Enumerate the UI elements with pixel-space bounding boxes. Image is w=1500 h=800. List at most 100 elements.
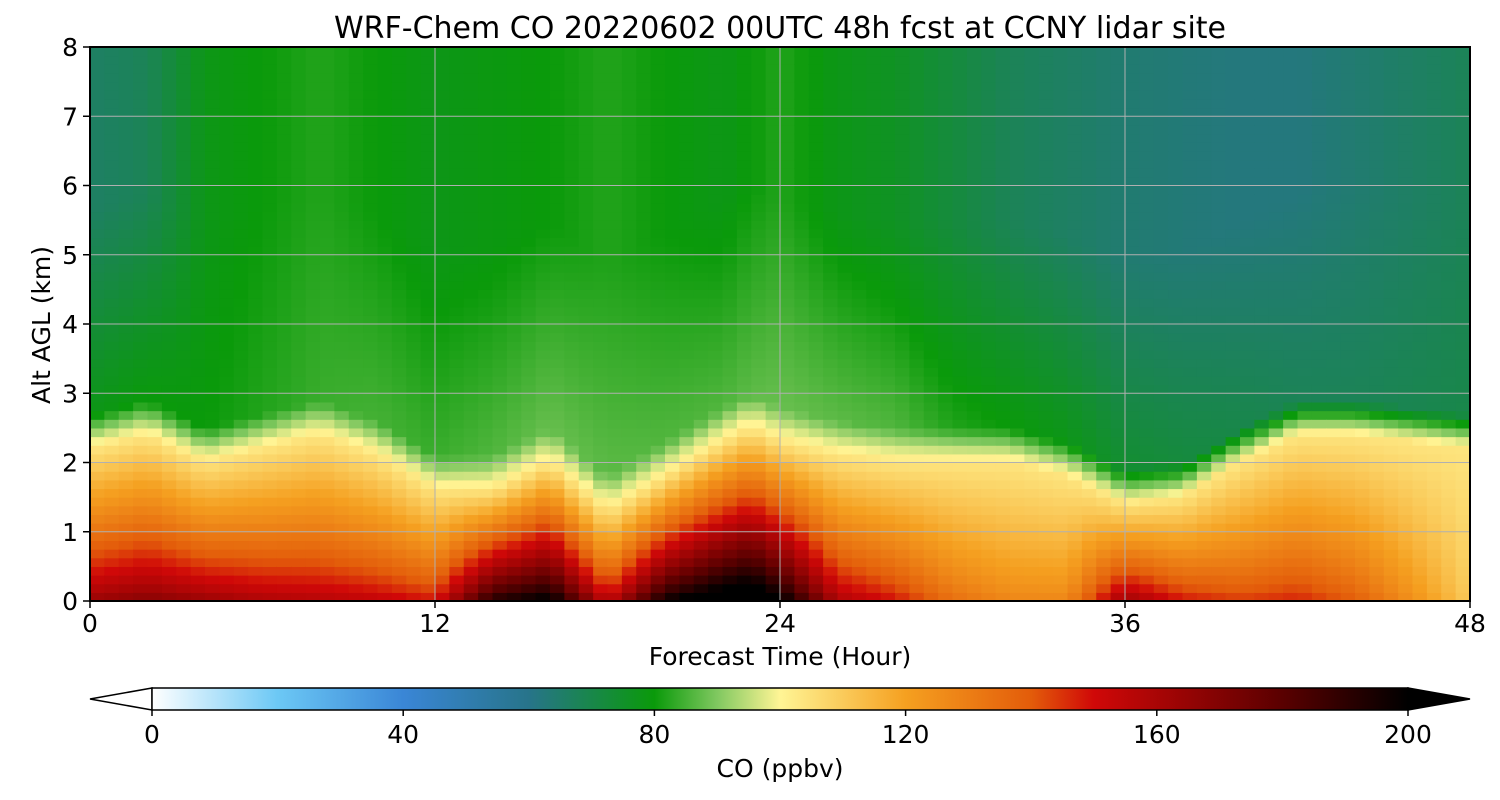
heatmap-cell xyxy=(521,384,537,394)
heatmap-cell xyxy=(722,471,738,481)
heatmap-cell xyxy=(650,272,666,282)
heatmap-cell xyxy=(1067,306,1083,316)
heatmap-cell xyxy=(492,505,508,516)
heatmap-cell xyxy=(90,575,105,585)
heatmap-cell xyxy=(938,410,954,420)
heatmap-cell xyxy=(823,488,839,498)
heatmap-cell xyxy=(966,220,982,230)
heatmap-cell xyxy=(794,298,810,308)
heatmap-cell xyxy=(938,254,954,265)
heatmap-cell xyxy=(736,393,752,403)
heatmap-cell xyxy=(377,81,393,91)
heatmap-cell xyxy=(391,202,407,213)
heatmap-cell xyxy=(435,531,450,542)
heatmap-cell xyxy=(363,575,379,585)
heatmap-cell xyxy=(722,246,738,256)
heatmap-cell xyxy=(780,81,795,91)
heatmap-cell xyxy=(1182,220,1198,230)
heatmap-cell xyxy=(593,72,609,83)
heatmap-cell xyxy=(1038,324,1054,334)
heatmap-cell xyxy=(607,436,623,446)
heatmap-cell xyxy=(823,401,839,412)
heatmap-cell xyxy=(909,194,925,204)
heatmap-cell xyxy=(923,445,939,455)
heatmap-cell xyxy=(1139,254,1155,265)
heatmap-cell xyxy=(334,194,350,204)
heatmap-cell xyxy=(1110,462,1126,472)
heatmap-cell xyxy=(492,583,508,593)
heatmap-cell xyxy=(492,124,508,135)
heatmap-cell xyxy=(147,445,163,455)
heatmap-cell xyxy=(147,176,163,187)
heatmap-cell xyxy=(650,523,666,533)
heatmap-cell xyxy=(521,523,537,533)
heatmap-cell xyxy=(420,505,436,516)
heatmap-cell xyxy=(406,124,422,135)
heatmap-cell xyxy=(363,298,379,308)
heatmap-cell xyxy=(305,194,321,204)
heatmap-cell xyxy=(1096,462,1112,472)
heatmap-cell xyxy=(219,289,235,299)
heatmap-cell xyxy=(708,107,724,117)
heatmap-cell xyxy=(205,298,220,308)
heatmap-cell xyxy=(866,202,882,213)
heatmap-cell xyxy=(506,81,522,91)
heatmap-cell xyxy=(938,142,954,152)
heatmap-cell xyxy=(736,592,752,601)
heatmap-cell xyxy=(1139,445,1155,455)
heatmap-cell xyxy=(722,436,738,446)
heatmap-cell xyxy=(521,176,537,187)
heatmap-cell xyxy=(679,575,695,585)
heatmap-cell xyxy=(492,393,508,403)
heatmap-cell xyxy=(593,237,609,247)
heatmap-cell xyxy=(1010,298,1025,308)
heatmap-cell xyxy=(1196,497,1212,507)
heatmap-cell xyxy=(765,514,781,524)
heatmap-cell xyxy=(693,64,709,74)
heatmap-cell xyxy=(1067,98,1083,109)
heatmap-cell xyxy=(377,324,393,334)
heatmap-cell xyxy=(1196,531,1212,542)
heatmap-cell xyxy=(693,401,709,412)
heatmap-cell xyxy=(492,263,508,273)
heatmap-cell xyxy=(708,592,724,601)
heatmap-cell xyxy=(895,436,910,446)
heatmap-cell xyxy=(693,55,709,65)
heatmap-cell xyxy=(435,64,450,74)
heatmap-cell xyxy=(1125,133,1140,143)
heatmap-cell xyxy=(449,47,465,57)
heatmap-cell xyxy=(320,142,335,152)
heatmap-cell xyxy=(679,315,695,325)
heatmap-cell xyxy=(880,142,896,152)
heatmap-cell xyxy=(794,272,810,282)
heatmap-cell xyxy=(751,531,767,542)
heatmap-cell xyxy=(952,540,968,550)
heatmap-cell xyxy=(1125,116,1140,126)
heatmap-cell xyxy=(736,81,752,91)
heatmap-cell xyxy=(1125,453,1140,464)
heatmap-cell xyxy=(1139,263,1155,273)
heatmap-cell xyxy=(923,531,939,542)
heatmap-cell xyxy=(938,116,954,126)
heatmap-cell xyxy=(1067,220,1083,230)
heatmap-cell xyxy=(1038,81,1054,91)
heatmap-cell xyxy=(693,185,709,195)
heatmap-cell xyxy=(1139,211,1155,221)
heatmap-cell xyxy=(665,462,680,472)
heatmap-cell xyxy=(780,159,795,169)
heatmap-cell xyxy=(305,254,321,265)
heatmap-cell xyxy=(1182,47,1198,57)
heatmap-cell xyxy=(435,124,450,135)
heatmap-cell xyxy=(377,220,393,230)
heatmap-cell xyxy=(1096,436,1112,446)
heatmap-cell xyxy=(492,107,508,117)
heatmap-cell xyxy=(521,185,537,195)
heatmap-cell xyxy=(147,557,163,567)
heatmap-cell xyxy=(1139,549,1155,559)
heatmap-cell xyxy=(765,462,781,472)
heatmap-cell xyxy=(90,306,105,316)
heatmap-cell xyxy=(981,280,997,290)
heatmap-cell xyxy=(118,592,134,601)
heatmap-cell xyxy=(736,453,752,464)
heatmap-cell xyxy=(133,47,149,57)
